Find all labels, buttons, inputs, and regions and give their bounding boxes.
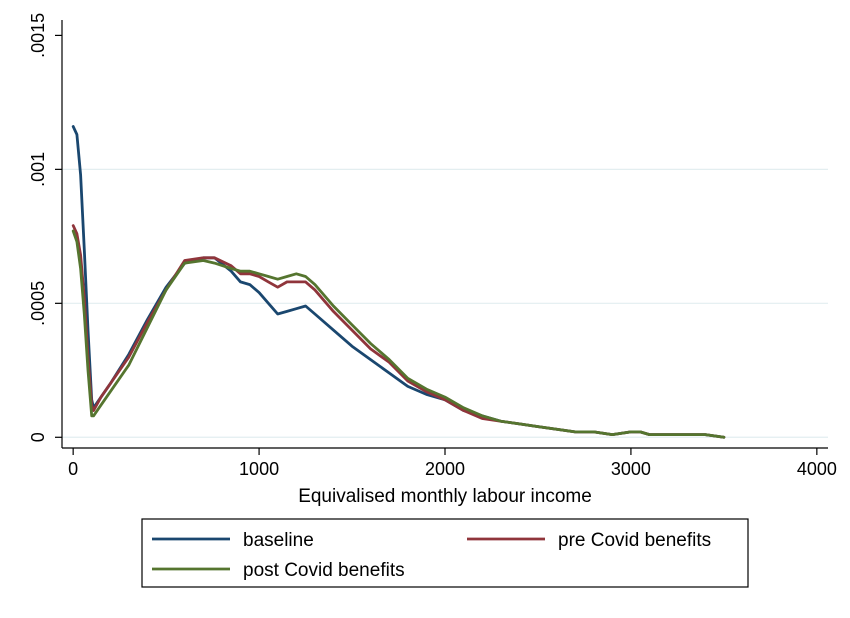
legend-label: baseline — [243, 530, 314, 551]
x-tick-label: 0 — [68, 459, 78, 479]
series-line-post-covid-benefits — [71, 229, 726, 439]
x-axis-title: Equivalised monthly labour income — [298, 486, 592, 507]
legend-box — [141, 518, 749, 588]
y-tick-label: .0015 — [28, 13, 48, 58]
gridlines — [62, 168, 828, 438]
x-tick-label: 1000 — [239, 459, 279, 479]
legend-label: post Covid benefits — [243, 560, 405, 581]
tick-labels: 0 .0005 .001 .0015 0 1000 2000 3000 4000 — [28, 13, 837, 479]
axes — [55, 20, 828, 455]
x-tick-label: 4000 — [797, 459, 837, 479]
series-lines — [71, 125, 726, 439]
y-tick-label: .0005 — [28, 281, 48, 326]
legend: baseline pre Covid benefits post Covid ben… — [141, 518, 749, 588]
y-tick-label: .001 — [28, 152, 48, 187]
x-tick-label: 3000 — [611, 459, 651, 479]
y-tick-label: 0 — [28, 432, 48, 442]
legend-label: pre Covid benefits — [558, 530, 711, 551]
x-tick-label: 2000 — [425, 459, 465, 479]
